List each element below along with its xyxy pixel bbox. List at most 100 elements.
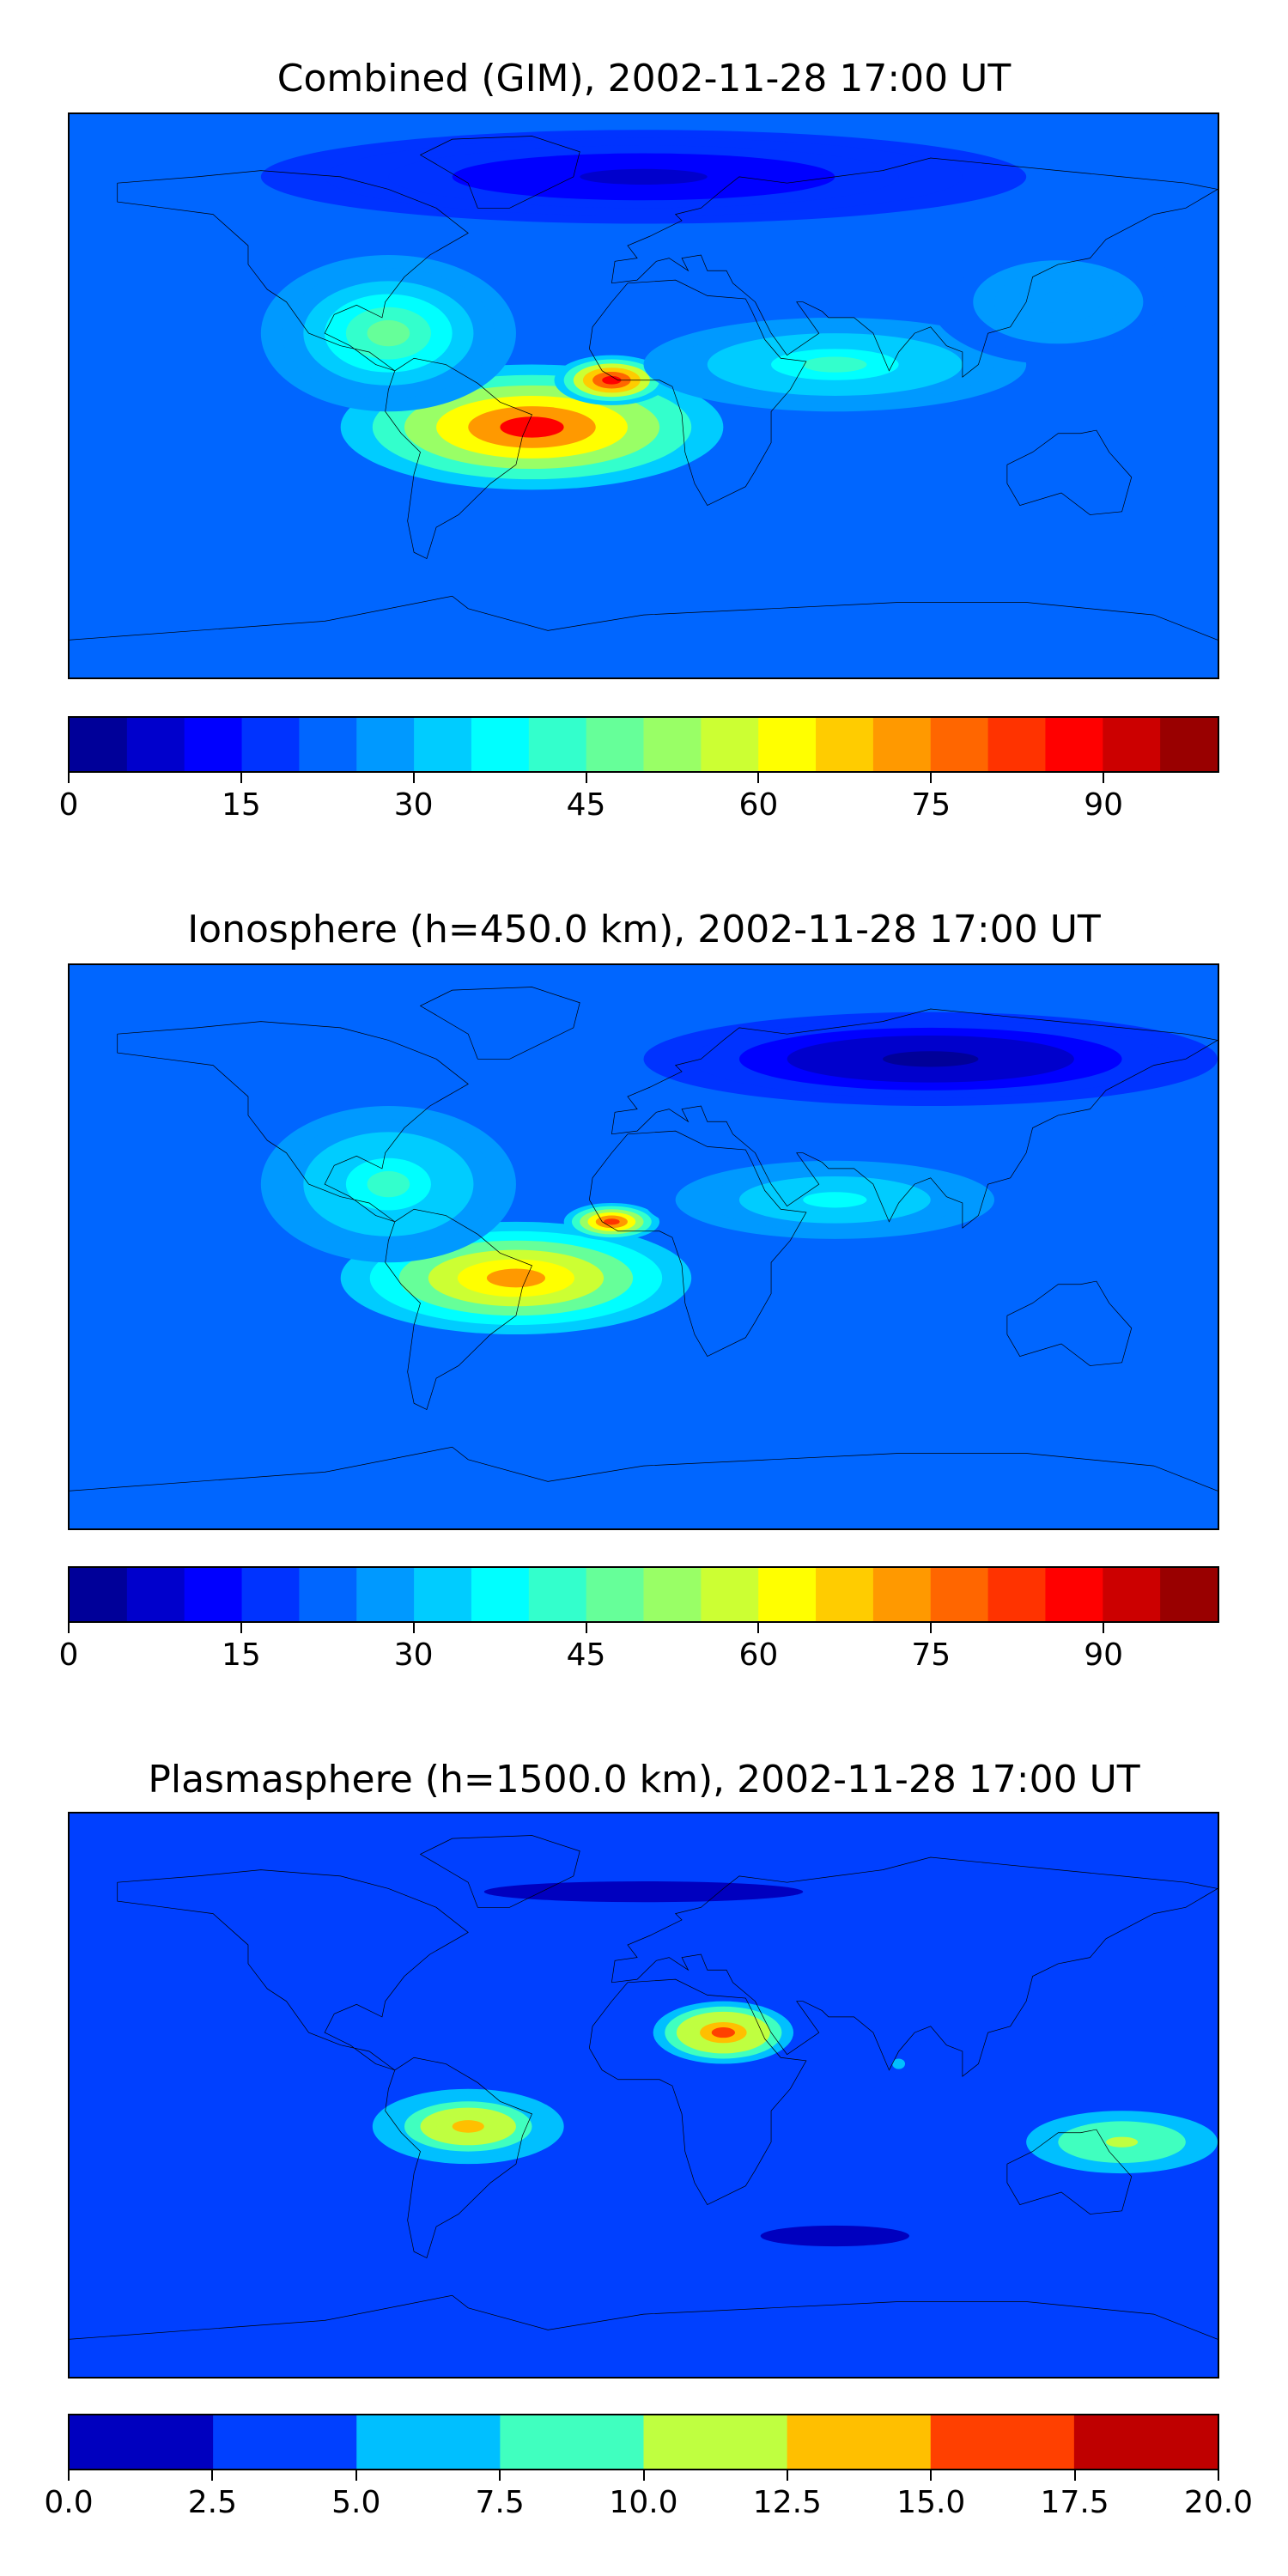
colorbar-tick	[1103, 773, 1105, 783]
colorbar-tick	[211, 2470, 214, 2481]
colorbar-tick-label: 10.0	[609, 2485, 678, 2520]
coastline	[1007, 430, 1132, 514]
colorbar-segment	[126, 1568, 185, 1621]
coastline	[118, 1022, 469, 1222]
colorbar-segment	[586, 718, 644, 771]
colorbar-tick	[1073, 2470, 1076, 2481]
colorbar-tick-label: 15	[221, 787, 261, 823]
colorbar-tick-label: 15.0	[896, 2485, 966, 2520]
colorbar-segment	[872, 1568, 932, 1621]
colorbar-segment	[70, 2415, 214, 2469]
colorbar-segment	[356, 1568, 415, 1621]
contour-band	[452, 2120, 484, 2133]
colorbar-tick-label: 20.0	[1183, 2485, 1254, 2520]
colorbar-tick-label: 5.0	[331, 2485, 381, 2520]
colorbar-segment	[1045, 1568, 1103, 1621]
colorbar-ionosphere	[68, 1566, 1219, 1623]
colorbar-segment	[643, 1568, 702, 1621]
coastline	[386, 358, 532, 558]
colorbar-tick	[68, 773, 70, 783]
colorbar-tick-label: 60	[738, 1637, 779, 1673]
colorbar-segment	[1103, 718, 1161, 771]
contour-band	[1036, 291, 1080, 313]
colorbar-tick	[240, 773, 242, 783]
colorbar-svg	[70, 718, 1218, 771]
colorbar-tick-label: 2.5	[187, 2485, 238, 2520]
colorbar-tick	[930, 1623, 933, 1633]
colorbar-tick	[786, 2470, 788, 2481]
colorbar-tick	[355, 2470, 357, 2481]
coastline	[70, 1447, 1218, 1491]
contour-band	[892, 2058, 906, 2069]
colorbar-segment	[1073, 2415, 1218, 2469]
coastline	[589, 280, 806, 505]
contour-band	[500, 416, 564, 438]
coastline	[421, 137, 580, 209]
coastline	[611, 1009, 1218, 1228]
colorbar-segment	[987, 718, 1046, 771]
colorbar-tick-label: 0	[58, 1637, 79, 1673]
colorbar-segment	[500, 2415, 644, 2469]
coastline	[386, 2057, 532, 2257]
map-svg	[70, 965, 1218, 1528]
colorbar-combined	[68, 716, 1219, 773]
contour-band	[883, 1051, 979, 1067]
colorbar-segment	[70, 718, 128, 771]
coastline	[1007, 2129, 1132, 2214]
map-svg	[70, 1814, 1218, 2377]
colorbar-tick	[1103, 1623, 1105, 1633]
coastline	[70, 2295, 1218, 2339]
chart-title: Plasmasphere (h=1500.0 km), 2002-11-28 1…	[148, 1758, 1140, 1801]
colorbar-ticks: 0.0 2.5 5.0 7.5 10.0 12.5 15.0 17.5 20.0	[44, 2470, 1253, 2522]
coastline	[589, 1131, 806, 1356]
colorbar-tick	[499, 2470, 501, 2481]
colorbar-svg	[70, 1568, 1218, 1621]
colorbar-segment	[758, 1568, 817, 1621]
colorbar-segment	[70, 1568, 128, 1621]
colorbar-tick-label: 75	[911, 1637, 951, 1673]
colorbar-segment	[816, 718, 874, 771]
map-plasmasphere	[68, 1812, 1219, 2379]
colorbar-tick	[68, 2470, 70, 2481]
colorbar-segment	[701, 1568, 759, 1621]
colorbar-tick	[757, 773, 760, 783]
coastline	[70, 596, 1218, 640]
colorbar-segment	[471, 1568, 530, 1621]
colorbar-segment	[872, 718, 932, 771]
colorbar-tick	[757, 1623, 760, 1633]
colorbar-tick-label: 60	[738, 787, 779, 823]
colorbar-segment	[356, 718, 415, 771]
colorbar-tick-label: 45	[566, 1637, 606, 1673]
colorbar-segment	[586, 1568, 644, 1621]
colorbar-tick-label: 75	[911, 787, 951, 823]
colorbar-segment	[987, 1568, 1046, 1621]
coastline	[421, 987, 580, 1060]
colorbar-tick	[930, 2470, 933, 2481]
colorbar-tick	[412, 773, 415, 783]
contour-band	[563, 1886, 724, 1898]
colorbar-segment	[930, 718, 989, 771]
chart-title: Ionosphere (h=450.0 km), 2002-11-28 17:0…	[187, 908, 1101, 951]
coastline	[611, 158, 1218, 377]
colorbar-segment	[299, 1568, 357, 1621]
colorbar-tick-label: 0.0	[44, 2485, 94, 2520]
colorbar-tick-label: 30	[393, 1637, 434, 1673]
colorbar-tick-label: 0	[58, 787, 79, 823]
contour-band	[803, 1192, 867, 1208]
colorbar-segment	[184, 1568, 243, 1621]
map-combined	[68, 112, 1219, 679]
map-ionosphere	[68, 963, 1219, 1530]
contour-band	[711, 2027, 735, 2038]
colorbar-segment	[241, 718, 300, 771]
contour-band	[1106, 2136, 1139, 2148]
colorbar-ticks: 0 15 30 45 60 75 90	[59, 1623, 1219, 1674]
colorbar-tick-label: 90	[1084, 787, 1123, 823]
colorbar-tick-label: 7.5	[475, 2485, 525, 2520]
colorbar-tick	[412, 1623, 415, 1633]
coastline	[118, 1870, 469, 2070]
colorbar-segment	[414, 718, 472, 771]
coastline	[386, 1209, 532, 1409]
colorbar-segment	[930, 1568, 989, 1621]
colorbar-ticks: 0 15 30 45 60 75 90	[59, 773, 1219, 824]
contour-band	[367, 1170, 410, 1198]
